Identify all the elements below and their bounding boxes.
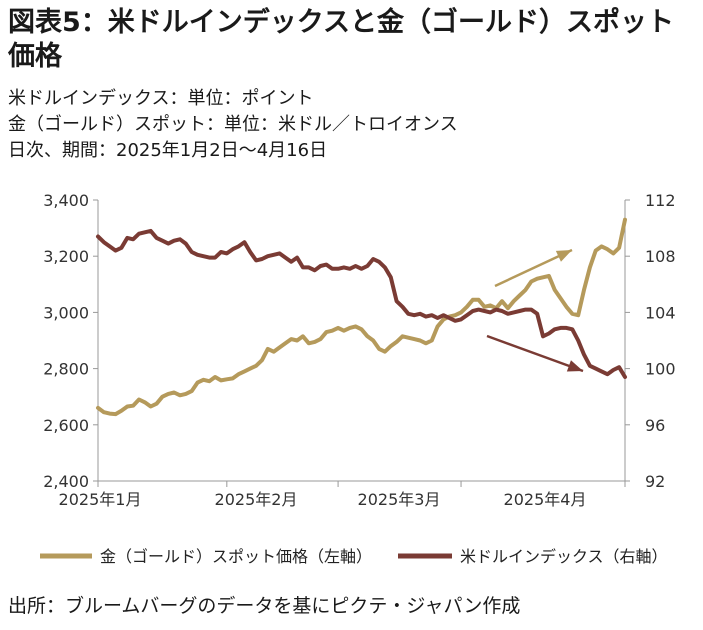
subtitle-gold-unit: 金（ゴールド）スポット：単位：米ドル／トロイオンス (8, 114, 458, 135)
y-left-tick-label: 3,200 (43, 247, 89, 266)
y-left-tick-label: 3,000 (43, 303, 89, 322)
axes-group: 2,400 2,600 2,800 3,000 3,200 3,400 92 96 100 104… (43, 191, 675, 509)
y-left-tick-label: 2,600 (43, 416, 89, 435)
gold-trend-arrow (494, 248, 573, 288)
x-tick-label: 2025年2月 (215, 490, 298, 509)
x-tick-label: 2025年3月 (358, 490, 441, 509)
legend-dollar-label: 米ドルインデックス（右軸） (460, 547, 668, 566)
subtitle-dollar-unit: 米ドルインデックス：単位：ポイント (8, 88, 314, 109)
legend: 金（ゴールド）スポット価格（左軸） 米ドルインデックス（右軸） (40, 547, 668, 566)
y-right-tick-label: 92 (645, 472, 665, 491)
y-left-tick-label: 2,400 (43, 472, 89, 491)
subtitle-period: 日次、期間：2025年1月2日～4月16日 (8, 140, 328, 161)
x-tick-label: 2025年4月 (504, 490, 587, 509)
y-right-tick-label: 112 (645, 191, 676, 210)
gold-trend-arrow-head (555, 250, 572, 262)
chart-title: 図表5：米ドルインデックスと金（ゴールド）スポット価格 (8, 7, 674, 72)
dollar-trend-arrow (486, 334, 584, 373)
dollar-index-line (96, 228, 627, 379)
gold-price-line (96, 217, 627, 417)
legend-gold-label: 金（ゴールド）スポット価格（左軸） (100, 547, 372, 566)
y-left-tick-label: 3,400 (43, 191, 89, 210)
series-group (96, 217, 627, 417)
y-right-tick-label: 100 (645, 360, 676, 379)
source-note: 出所：ブルームバーグのデータを基にピクテ・ジャパン作成 (8, 595, 521, 617)
y-right-tick-label: 108 (645, 247, 676, 266)
dollar-trend-arrow-shaft (486, 334, 584, 373)
x-tick-label: 2025年1月 (59, 490, 142, 509)
dollar-trend-arrow-head (566, 360, 583, 372)
y-left-tick-label: 2,800 (43, 360, 89, 379)
y-right-tick-label: 104 (645, 303, 676, 322)
y-right-tick-label: 96 (645, 416, 665, 435)
